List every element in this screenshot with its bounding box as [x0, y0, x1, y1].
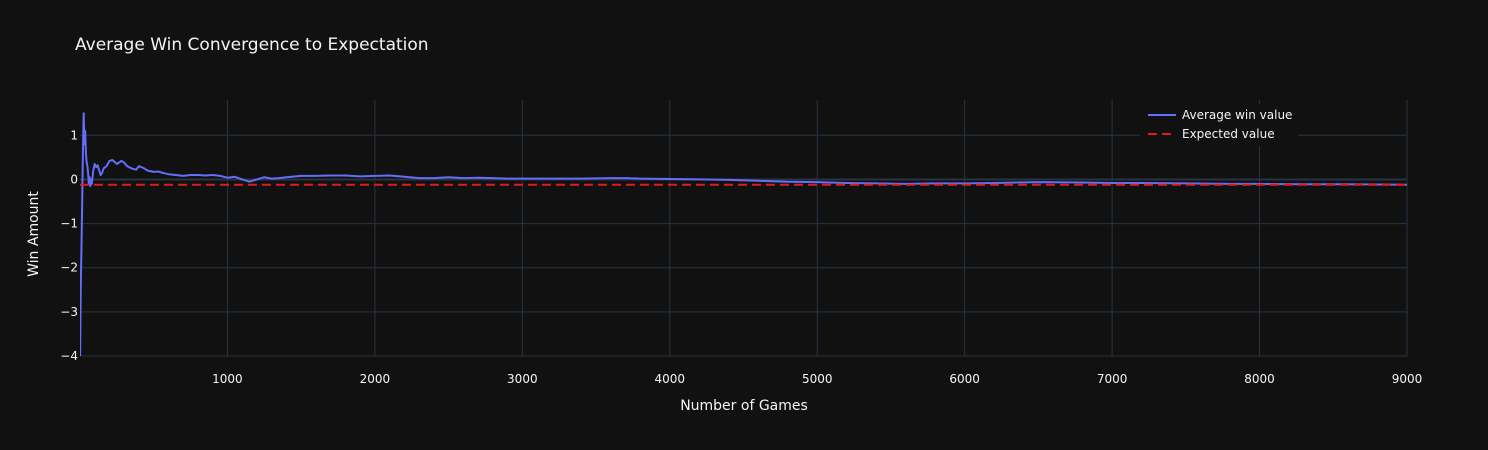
plot-area	[80, 112, 1407, 356]
y-tick-label: −1	[60, 217, 78, 231]
x-tick-label: 8000	[1244, 372, 1275, 386]
legend-item-label[interactable]: Average win value	[1182, 108, 1292, 122]
y-axis-ticks: 1 0 −1 −2 −3 −4	[60, 128, 78, 363]
chart-title: Average Win Convergence to Expectation	[75, 35, 429, 55]
x-tick-label: 4000	[655, 372, 686, 386]
x-tick-label: 9000	[1392, 372, 1423, 386]
y-tick-label: −3	[60, 305, 78, 319]
y-tick-label: 0	[70, 172, 78, 186]
y-tick-label: −2	[60, 261, 78, 275]
x-tick-label: 1000	[212, 372, 243, 386]
x-tick-label: 5000	[802, 372, 833, 386]
x-axis-title: Number of Games	[680, 398, 808, 414]
x-tick-label: 6000	[949, 372, 980, 386]
x-axis-ticks: 1000 2000 3000 4000 5000 6000 7000 8000 9000	[212, 372, 1422, 386]
x-tick-label: 2000	[360, 372, 391, 386]
x-tick-label: 7000	[1097, 372, 1128, 386]
legend[interactable]: Average win value Expected value	[1140, 104, 1298, 146]
y-tick-label: 1	[70, 128, 78, 142]
legend-item-label[interactable]: Expected value	[1182, 127, 1275, 141]
x-tick-label: 3000	[507, 372, 538, 386]
legend-background	[1140, 104, 1298, 146]
y-axis-title: Win Amount	[26, 191, 42, 277]
y-tick-label: −4	[60, 349, 78, 363]
series-line-average-win	[80, 112, 1407, 356]
